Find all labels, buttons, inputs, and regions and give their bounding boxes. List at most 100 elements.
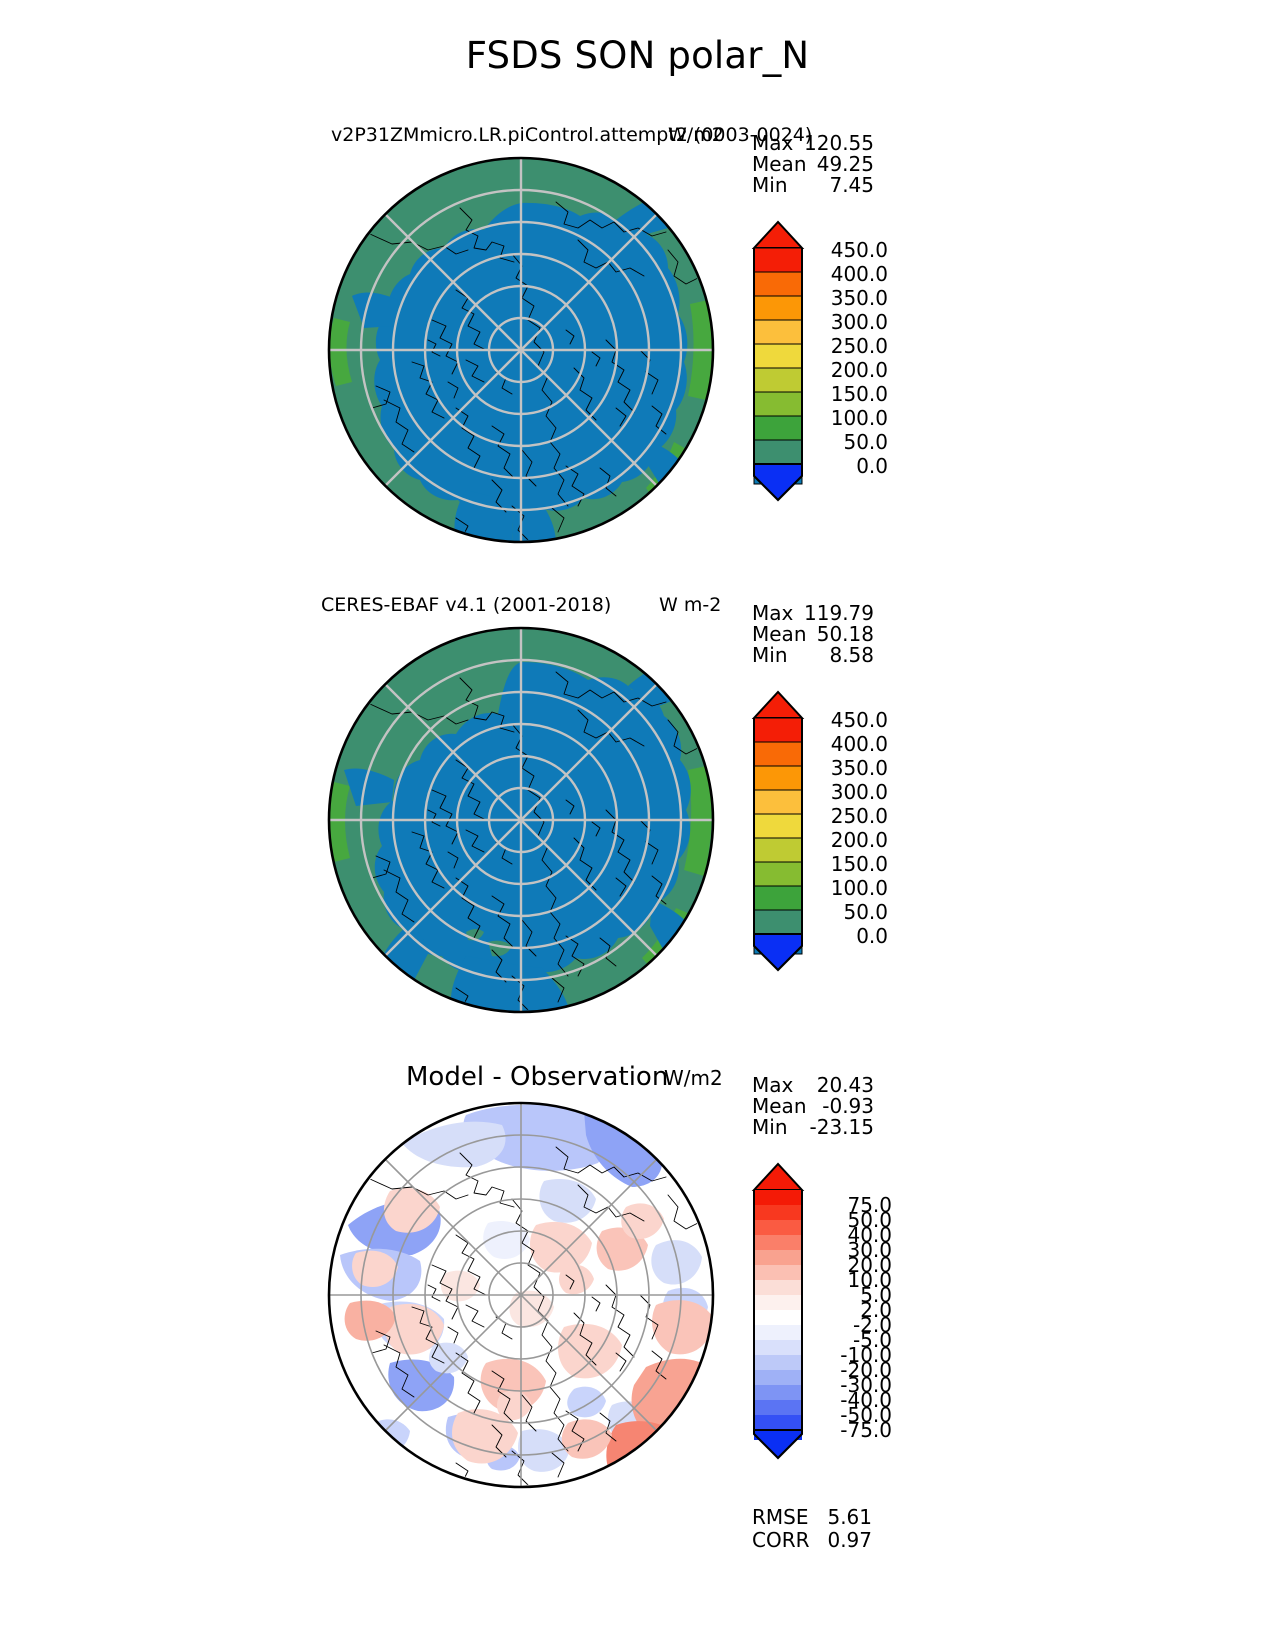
coastlines-model: [369, 201, 699, 540]
panel-difference-units: W/m2: [664, 1066, 723, 1090]
colorbar-difference-svg: [751, 1162, 805, 1460]
panel-model-stats: Max 120.55 Mean 49.25 Min 7.45: [752, 133, 874, 196]
stat-row: Max 20.43: [752, 1075, 874, 1096]
colorbar-tick-label: 20.0: [847, 1253, 892, 1277]
colorbar-tick-label: 450.0: [830, 238, 888, 262]
coastlines-observation: [369, 671, 699, 1010]
stat-label: Max: [752, 131, 794, 155]
panel-observation-stats: Max 119.79 Mean 50.18 Min 8.58: [752, 603, 874, 666]
panel-difference: Model - Observation W/m2 Max 20.43 Mean …: [0, 940, 1275, 1640]
colorbar-tick-label: 350.0: [830, 286, 888, 310]
colorbar-model-labels: 450.0 400.0 350.0 300.0 250.0 200.0 150.…: [810, 214, 888, 494]
stat-value: 50.18: [816, 622, 874, 646]
panel-observation-units: W m-2: [659, 594, 722, 616]
colorbar-tick-label: 2.0: [860, 1298, 892, 1322]
polar-map-difference-svg: [327, 1101, 715, 1489]
colorbar-tick-label: -20.0: [840, 1358, 892, 1382]
colorbar-tick-label: 150.0: [830, 852, 888, 876]
colorbar-difference-labels: 75.0 50.0 40.0 30.0 20.0 10.0 5.0 2.0 -2…: [810, 1158, 892, 1458]
colorbar-tick-label: 5.0: [860, 1283, 892, 1307]
colorbar-tick-label: 0.0: [856, 924, 888, 948]
colorbar-tick-label: -40.0: [840, 1388, 892, 1412]
stat-row: Min 8.58: [752, 645, 874, 666]
colorbar-tick-label: -5.0: [852, 1328, 892, 1352]
colorbar-tick-label: -10.0: [840, 1343, 892, 1367]
map-outline-difference: [327, 1101, 715, 1489]
colorbar-tick-label: 300.0: [830, 310, 888, 334]
stat-value: -23.15: [809, 1115, 874, 1139]
colorbar-model-svg: [751, 220, 805, 502]
graticule-difference: [329, 1103, 713, 1487]
graticule-model: [329, 158, 713, 542]
polar-map-observation-svg: [327, 626, 715, 1014]
stat-row: Mean 49.25: [752, 154, 874, 175]
stat-label: Min: [752, 173, 788, 197]
colorbar-tick-label: 40.0: [847, 1223, 892, 1247]
score-row: CORR 0.97: [752, 1529, 872, 1552]
stat-row: Max 120.55: [752, 133, 874, 154]
colorbar-tick-label: 450.0: [830, 708, 888, 732]
stat-value: 49.25: [816, 152, 874, 176]
stat-value: 120.55: [804, 131, 874, 155]
colorbar-tick-label: 50.0: [843, 900, 888, 924]
colorbar-tick-label: 200.0: [830, 358, 888, 382]
stat-value: -0.93: [822, 1094, 874, 1118]
stat-value: 8.58: [829, 643, 874, 667]
colorbar-tick-label: 300.0: [830, 780, 888, 804]
figure-title: FSDS SON polar_N: [465, 34, 810, 77]
stat-value: 20.43: [816, 1073, 874, 1097]
panel-model-title: v2P31ZMmicro.LR.piControl.attempt2 (0003…: [331, 124, 813, 146]
colorbar-tick-label: -2.0: [852, 1313, 892, 1337]
stat-label: Max: [752, 1073, 794, 1097]
colorbar-tick-label: 400.0: [830, 262, 888, 286]
panel-model-units: W/m2: [668, 124, 724, 146]
colorbar-tick-label: 400.0: [830, 732, 888, 756]
colorbar-tick-label: 200.0: [830, 828, 888, 852]
colorbar-difference: 75.0 50.0 40.0 30.0 20.0 10.0 5.0 2.0 -2…: [748, 1158, 892, 1460]
polar-map-model-svg: [327, 156, 715, 544]
map-outline-model: [327, 156, 715, 544]
colorbar-tick-label: 30.0: [847, 1238, 892, 1262]
colorbar-tick-label: -50.0: [840, 1403, 892, 1427]
panel-difference-title: Model - Observation: [406, 1062, 669, 1092]
stat-label: Min: [752, 643, 788, 667]
graticule-observation: [329, 628, 713, 1012]
colorbar-observation-svg: [751, 690, 805, 972]
colorbar-tick-label: 75.0: [847, 1193, 892, 1217]
polar-map-model: [316, 150, 726, 550]
colorbar-tick-label: 100.0: [830, 876, 888, 900]
stat-row: Min -23.15: [752, 1117, 874, 1138]
colorbar-observation: 450.0 400.0 350.0 300.0 250.0 200.0 150.…: [748, 684, 888, 972]
polar-map-difference: [316, 1095, 726, 1495]
colorbar-tick-label: 250.0: [830, 804, 888, 828]
colorbar-model: 450.0 400.0 350.0 300.0 250.0 200.0 150.…: [748, 214, 888, 502]
colorbar-difference-bands: [751, 1162, 805, 1460]
panel-difference-stats: Max 20.43 Mean -0.93 Min -23.15: [752, 1075, 874, 1138]
score-row: RMSE 5.61: [752, 1506, 872, 1529]
colorbar-tick-label: 0.0: [856, 454, 888, 478]
stat-label: Mean: [752, 1094, 807, 1118]
score-value: 5.61: [827, 1505, 872, 1529]
colorbar-tick-label: 150.0: [830, 382, 888, 406]
score-label: RMSE: [752, 1505, 809, 1529]
colorbar-tick-label: 100.0: [830, 406, 888, 430]
colorbar-tick-label: 350.0: [830, 756, 888, 780]
colorbar-tick-label: 10.0: [847, 1268, 892, 1292]
stat-label: Mean: [752, 622, 807, 646]
colorbar-tick-label: 50.0: [843, 430, 888, 454]
colorbar-observation-bands: [751, 690, 805, 972]
stat-row: Mean 50.18: [752, 624, 874, 645]
stat-value: 119.79: [804, 601, 874, 625]
colorbar-observation-labels: 450.0 400.0 350.0 300.0 250.0 200.0 150.…: [810, 684, 888, 964]
score-value: 0.97: [827, 1528, 872, 1552]
panel-model: v2P31ZMmicro.LR.piControl.attempt2 (0003…: [0, 0, 1275, 560]
panel-observation-title: CERES-EBAF v4.1 (2001-2018): [321, 594, 612, 616]
colorbar-tick-label: 250.0: [830, 334, 888, 358]
panel-difference-scores: RMSE 5.61 CORR 0.97: [752, 1506, 872, 1552]
colorbar-tick-label: -30.0: [840, 1373, 892, 1397]
colorbar-model-bands: [751, 220, 805, 502]
panel-observation: CERES-EBAF v4.1 (2001-2018) W m-2 Max 11…: [0, 470, 1275, 1030]
stat-value: 7.45: [829, 173, 874, 197]
score-label: CORR: [752, 1528, 810, 1552]
